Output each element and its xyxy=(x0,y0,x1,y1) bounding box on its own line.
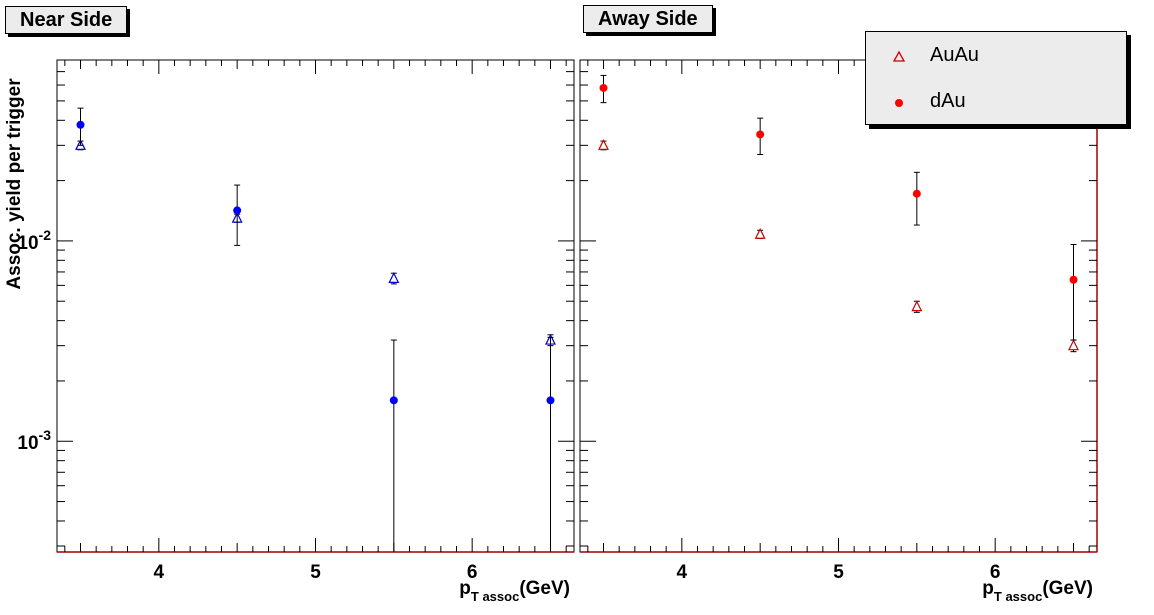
near-side-title: Near Side xyxy=(5,6,128,34)
dau-point xyxy=(912,189,921,198)
auau-point xyxy=(1068,339,1079,351)
near-side-title-text: Near Side xyxy=(20,9,113,31)
legend-item-dau: dAu xyxy=(866,88,1126,118)
x-tick-label: 6 xyxy=(990,562,1001,583)
away-side-title-text: Away Side xyxy=(598,8,698,30)
away-side-title: Away Side xyxy=(583,5,713,33)
dau-point xyxy=(233,206,242,215)
dau-point xyxy=(599,83,608,92)
dau-point xyxy=(389,396,398,405)
near-side-panel: 4 5 6 10-2 10-3 pT assoc(GeV) xyxy=(17,59,575,604)
auau-point xyxy=(754,227,766,239)
dau-point xyxy=(76,120,85,129)
auau-point xyxy=(911,300,923,312)
away-side-panel: 4 5 6pT assoc(GeV) xyxy=(579,59,1098,604)
x-tick-label: 4 xyxy=(154,562,165,583)
x-tick-label: 5 xyxy=(310,562,321,583)
dau-point xyxy=(756,130,765,139)
x-axis-label: pT assoc(GeV) xyxy=(459,578,570,604)
legend-item-auau: AuAu xyxy=(866,42,1126,72)
y-tick-label: 10-3 xyxy=(17,427,51,454)
legend-label-auau: AuAu xyxy=(930,44,979,66)
y-tick-label: 10-2 xyxy=(17,227,51,254)
dau-point xyxy=(546,396,555,405)
plot-frame xyxy=(56,59,575,553)
open-triangle-marker-icon xyxy=(892,50,906,62)
x-tick-label: 6 xyxy=(467,562,478,583)
x-tick-label: 4 xyxy=(677,562,688,583)
filled-circle-marker-icon xyxy=(895,99,903,107)
x-axis-label: pT assoc(GeV) xyxy=(982,578,1093,604)
x-tick-label: 5 xyxy=(833,562,844,583)
auau-point xyxy=(388,272,400,283)
legend: AuAu dAu xyxy=(865,31,1127,125)
dau-point xyxy=(1069,275,1078,284)
y-axis-label: Assoc. yield per trigger xyxy=(4,78,25,290)
legend-label-dau: dAu xyxy=(930,90,966,112)
auau-point xyxy=(598,138,609,150)
plot-frame xyxy=(579,59,1098,553)
